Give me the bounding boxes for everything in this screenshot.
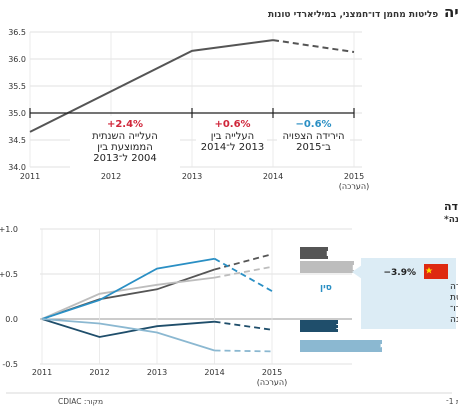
- top-x-tick-label: 2013: [182, 172, 202, 181]
- top-x-tick-note: (הערכה): [339, 182, 369, 191]
- period-change-value: +0.6%: [214, 119, 250, 130]
- series-projection: [214, 265, 273, 279]
- bottom-y-tick-label: -0.5: [2, 360, 18, 369]
- top-y-tick-label: 36.0: [8, 55, 26, 64]
- series-line: [41, 268, 215, 320]
- bottom-y-tick-label: 0.0: [5, 315, 18, 324]
- period-label-bg: [70, 116, 180, 168]
- bottom-y-tick-label: +1.0: [0, 225, 18, 234]
- top-plot: 34.0 34.5 35.0 35.5 36.0 36.5 2011 2012 2013 2014…: [8, 28, 369, 191]
- series-label: סין: [320, 283, 332, 293]
- china-callout: −3.9% הירידה החזויה בפליטת הפחמן הדו־ חמ…: [352, 258, 458, 329]
- series-projection: [214, 253, 273, 271]
- series-label: האיחוד האירופי: [380, 342, 446, 352]
- top-chart-subtitle: פליטות מחמן דו־חמצני, במיליארדי טונות: [268, 10, 438, 20]
- period-change-value: +2.4%: [107, 119, 143, 130]
- top-y-tick-label: 36.5: [8, 28, 26, 37]
- top-x-tick-label: 2012: [101, 172, 121, 181]
- series-label-bg: [300, 320, 338, 332]
- top-y-tick-label: 34.0: [8, 163, 26, 172]
- bottom-x-tick-label: 2011: [32, 368, 52, 377]
- top-chart-title: הקץ לפליטוקרטיה: [444, 3, 458, 21]
- series-label-bg: [300, 261, 354, 273]
- top-x-tick-label: 2011: [20, 172, 40, 181]
- footnote: *מנורמל, בחזקת 1־: [446, 397, 458, 406]
- period-description: 2013 ל־2014: [201, 142, 264, 153]
- period-label-bg: [277, 116, 350, 156]
- callout-line-2: החזויה בפליטת: [450, 293, 458, 303]
- bottom-y-tick-label: +0.5: [0, 270, 18, 279]
- period-description: ב־2015: [296, 142, 331, 153]
- flag-star-icon: [425, 267, 433, 274]
- top-x-tick-label: 2014: [263, 172, 283, 181]
- top-emissions-line: [29, 39, 274, 133]
- callout-line-1: הירידה: [450, 282, 458, 292]
- series-label-bg: [300, 247, 328, 259]
- series-line: [41, 318, 215, 338]
- series-label: הודו: [326, 249, 344, 259]
- source-credit: מקור: CDIAC: [58, 397, 103, 406]
- callout-line-3: הפחמן הדו־: [450, 304, 458, 314]
- top-y-tick-label: 35.0: [8, 109, 26, 118]
- series-label: ארה"ב: [336, 322, 364, 332]
- series-projection: [214, 320, 273, 331]
- callout-title: −3.9%: [383, 268, 416, 278]
- bottom-x-tick-label: 2013: [147, 368, 167, 377]
- china-flag-icon: [424, 264, 448, 279]
- top-y-tick-label: 34.5: [8, 136, 26, 145]
- series-line: [41, 257, 215, 320]
- top-x-tick-label: 2015: [344, 172, 364, 181]
- bottom-x-tick-note: (הערכה): [257, 378, 287, 387]
- bottom-x-tick-label: 2012: [89, 368, 109, 377]
- period-description: הממוצעת בין: [97, 142, 153, 153]
- series-projection: [214, 257, 273, 292]
- series-projection: [214, 349, 273, 353]
- series-line: [41, 276, 215, 320]
- period-description: העלייה בין: [211, 131, 254, 142]
- top-y-tick-label: 35.5: [8, 82, 26, 91]
- period-label-bg: [196, 116, 267, 156]
- callout-pointer: [352, 265, 362, 279]
- bottom-x-tick-label: 2014: [204, 368, 224, 377]
- bottom-chart-subtitle: השינוי בפליטת פחמן דו־חמצני, במיליארדי ט…: [444, 215, 458, 225]
- period-description: העלייה השנתית: [92, 131, 158, 142]
- period-change-value: −0.6%: [295, 119, 331, 130]
- bottom-chart-title: הודו בעלייה, סין בירידה: [444, 200, 458, 213]
- top-emissions-projection: [272, 39, 355, 53]
- callout-line-4: חמצני בסין השנה: [450, 315, 458, 325]
- series-line: [41, 318, 215, 352]
- bottom-x-tick-label: 2015: [262, 368, 282, 377]
- period-description: 2004 ל־2013: [93, 153, 156, 164]
- series-label-bg: [300, 340, 382, 352]
- period-description: הירידה הצפויה: [282, 131, 344, 142]
